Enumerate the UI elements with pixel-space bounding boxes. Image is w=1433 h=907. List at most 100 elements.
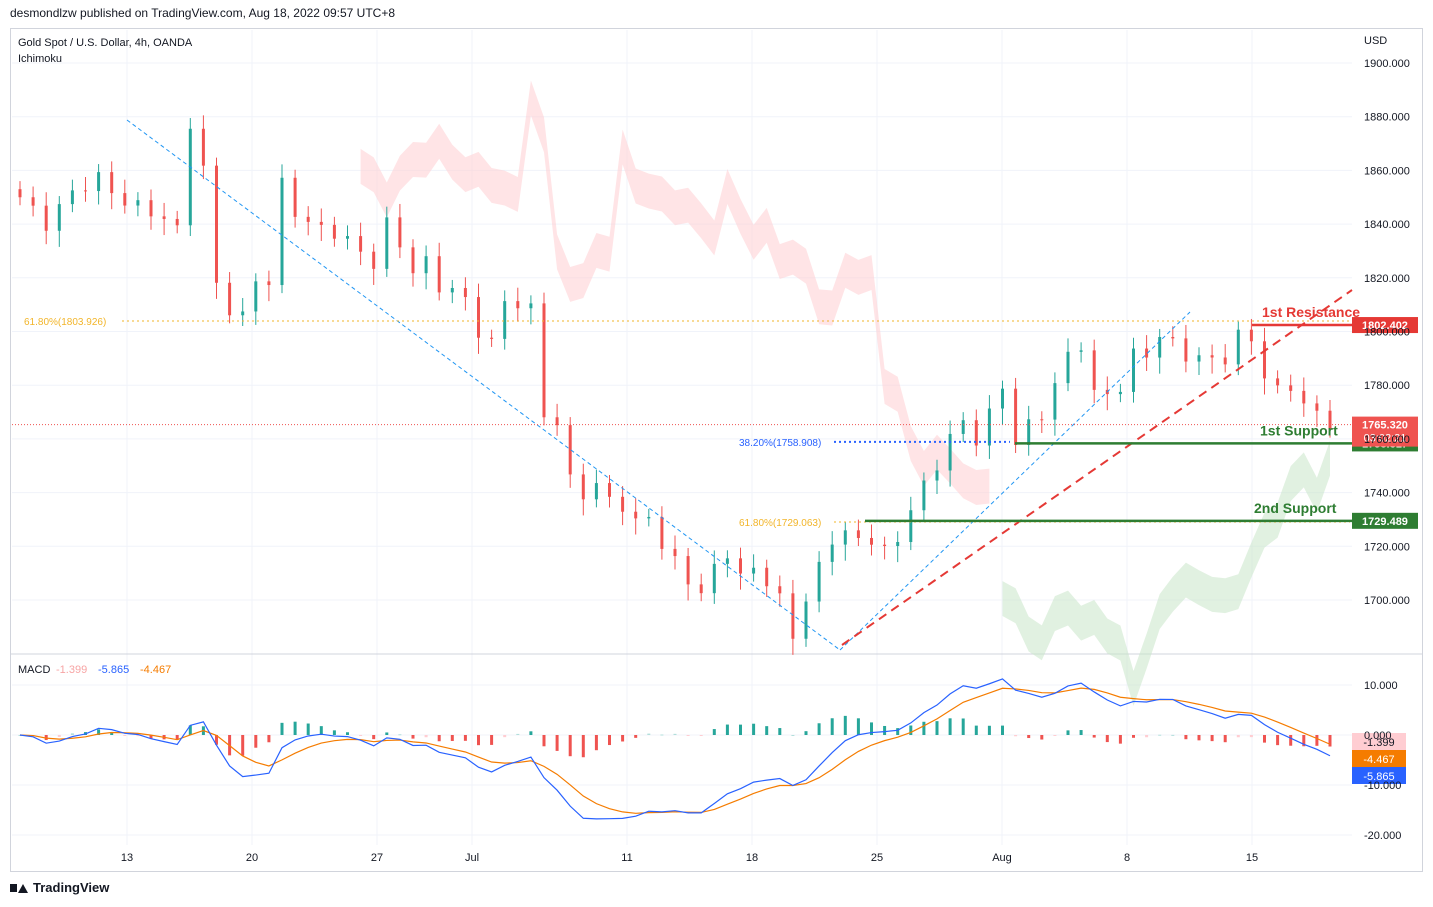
footer-brand-label: TradingView bbox=[33, 880, 110, 895]
macd-hist-bar bbox=[57, 735, 61, 737]
macd-hist-bar bbox=[856, 718, 860, 735]
macd-hist-bar bbox=[974, 725, 978, 735]
macd-tick-label: -10.000 bbox=[1364, 780, 1401, 792]
footer-brand[interactable]: TradingView bbox=[10, 880, 109, 895]
cloud-segment bbox=[360, 80, 990, 505]
candle-body bbox=[1302, 390, 1306, 404]
macd-hist-bar bbox=[306, 723, 310, 735]
candle-body bbox=[1145, 348, 1149, 358]
candle-body bbox=[961, 420, 965, 434]
cloud-segment bbox=[1002, 440, 1330, 706]
candle-body bbox=[1066, 351, 1070, 384]
candle-body bbox=[267, 281, 271, 286]
macd-hist-bar bbox=[319, 726, 323, 735]
candle-body bbox=[372, 251, 376, 269]
candle-body bbox=[686, 556, 690, 585]
candle-body bbox=[359, 236, 363, 252]
macd-hist-bar bbox=[542, 735, 546, 747]
macd-hist-bar bbox=[1118, 735, 1122, 744]
macd-line bbox=[19, 678, 1331, 820]
macd-hist-bar bbox=[1014, 735, 1018, 737]
candle-body bbox=[896, 542, 900, 547]
macd-hist-bar bbox=[791, 734, 795, 736]
macd-hist-bar bbox=[830, 718, 834, 735]
candle-body bbox=[1158, 337, 1162, 358]
price-tick-label: 1700.000 bbox=[1364, 595, 1410, 607]
candle-body bbox=[739, 558, 742, 574]
level-price-tag bbox=[1352, 512, 1418, 529]
candle-body bbox=[424, 256, 428, 274]
macd-legend-hist: -1.399 bbox=[56, 664, 87, 676]
macd-hist-bar bbox=[909, 725, 913, 735]
candle-body bbox=[778, 586, 782, 594]
macd-hist-bar bbox=[1092, 735, 1096, 738]
macd-hist-bar bbox=[293, 721, 297, 735]
candle-body bbox=[1236, 329, 1240, 365]
time-tick-label: 20 bbox=[246, 852, 258, 864]
time-tick-label: 15 bbox=[1246, 852, 1258, 864]
macd-hist-bar bbox=[411, 735, 415, 739]
time-tick-label: 25 bbox=[871, 852, 883, 864]
macd-value-tag bbox=[1352, 750, 1406, 767]
candle-body bbox=[660, 516, 664, 549]
candle-body bbox=[319, 221, 323, 225]
macd-hist-bar bbox=[1210, 735, 1214, 742]
macd-hist-bar bbox=[1105, 735, 1109, 743]
candles bbox=[18, 115, 1332, 655]
axes: 1900.0001880.0001860.0001840.0001820.000… bbox=[121, 58, 1410, 864]
candle-body bbox=[1171, 337, 1175, 339]
candle-body bbox=[647, 516, 651, 519]
last-price-label: 1765.320 bbox=[1362, 420, 1408, 432]
candle-body bbox=[817, 561, 821, 602]
level-label: 2nd Support bbox=[1254, 500, 1337, 516]
candle-body bbox=[856, 530, 860, 538]
macd-hist-bar bbox=[1171, 734, 1175, 736]
candle-body bbox=[529, 303, 533, 309]
macd-hist-bar bbox=[922, 721, 926, 735]
candle-body bbox=[555, 417, 559, 426]
macd-hist-bar bbox=[1145, 735, 1149, 738]
price-tick-label: 1740.000 bbox=[1364, 488, 1410, 500]
macd-hist-bar bbox=[97, 729, 101, 735]
price-tick-label: 1880.000 bbox=[1364, 112, 1410, 124]
macd-hist-bar bbox=[267, 735, 271, 743]
candle-body bbox=[162, 216, 166, 219]
candle-body bbox=[136, 200, 140, 206]
candle-body bbox=[568, 425, 572, 475]
macd-hist-bar bbox=[70, 733, 74, 735]
candle-body bbox=[1040, 419, 1044, 421]
candle-body bbox=[97, 172, 101, 192]
macd-hist-bar bbox=[1001, 725, 1004, 735]
candle-body bbox=[306, 216, 310, 222]
candle-body bbox=[1276, 378, 1280, 386]
candle-body bbox=[201, 128, 205, 166]
candle-body bbox=[241, 311, 245, 316]
macd-tick-label: -20.000 bbox=[1364, 830, 1401, 842]
candle-body bbox=[935, 470, 939, 481]
candle-body bbox=[110, 172, 114, 194]
price-tick-label: 1780.000 bbox=[1364, 380, 1410, 392]
candle-body bbox=[608, 483, 611, 497]
candle-body bbox=[44, 205, 48, 231]
macd-hist-bar bbox=[529, 731, 533, 735]
candle-body bbox=[843, 530, 847, 545]
macd-hist-bar bbox=[778, 728, 782, 735]
macd-legend-signal: -4.467 bbox=[140, 664, 171, 676]
level-label: 1st Resistance bbox=[1262, 304, 1360, 320]
macd-hist-bar bbox=[608, 735, 611, 746]
time-tick-label: 13 bbox=[121, 852, 133, 864]
candle-body bbox=[18, 189, 22, 198]
macd-hist-bar bbox=[450, 735, 454, 741]
trendline bbox=[841, 289, 1353, 646]
macd-hist-bar bbox=[1132, 735, 1135, 738]
candle-body bbox=[948, 433, 952, 471]
macd-hist-bar bbox=[896, 728, 900, 735]
macd-hist-bar bbox=[739, 724, 742, 735]
candle-body bbox=[490, 337, 494, 339]
macd-hist-bar bbox=[385, 732, 389, 735]
candle-body bbox=[542, 303, 546, 418]
macd-hist-bar bbox=[188, 725, 192, 735]
price-tick-label: 1800.000 bbox=[1364, 327, 1410, 339]
macd-title: MACD bbox=[18, 664, 50, 676]
